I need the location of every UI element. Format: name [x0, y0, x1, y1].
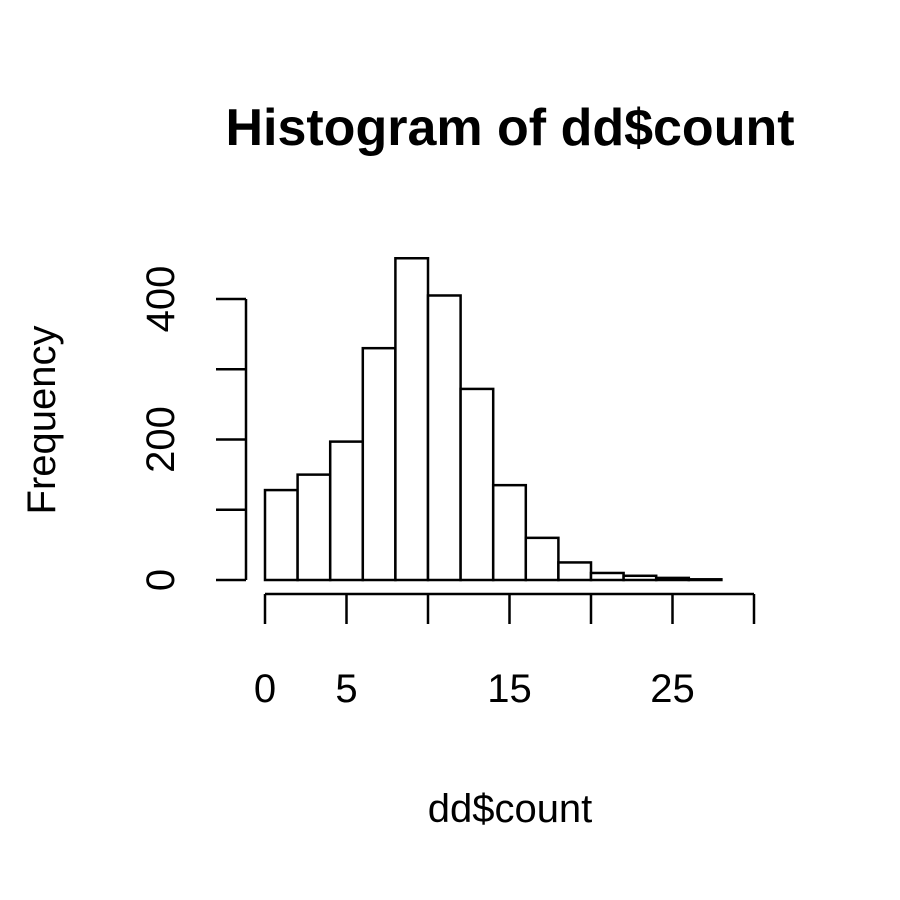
y-tick-label: 200 [139, 406, 183, 473]
histogram-bar [426, 294, 462, 582]
x-tick-label: 0 [254, 667, 276, 711]
y-axis: 0 200 400 [139, 266, 248, 591]
histogram-bar [687, 578, 723, 582]
histogram-bar [459, 387, 495, 582]
y-tick-label: 0 [139, 569, 183, 591]
x-axis-label: dd$count [428, 787, 593, 831]
y-axis-label: Frequency [20, 326, 64, 515]
histogram-bar [622, 574, 658, 582]
x-axis: 0 5 15 25 [254, 592, 756, 711]
x-tick-label: 5 [335, 667, 357, 711]
histogram-bar [394, 257, 430, 582]
x-tick-label: 25 [650, 667, 695, 711]
histogram-bar [328, 440, 365, 582]
histogram-bar [263, 488, 299, 582]
histogram-bar [491, 483, 528, 582]
histogram-bar [361, 346, 397, 582]
histogram-bar [589, 571, 625, 582]
x-tick-label: 15 [487, 667, 532, 711]
histogram-bar [524, 536, 560, 582]
chart-title: Histogram of dd$count [225, 99, 794, 157]
histogram-bar [654, 576, 691, 582]
histogram-bar [557, 561, 593, 582]
bars-group [263, 257, 723, 582]
y-tick-label: 400 [139, 266, 183, 333]
histogram-bar [296, 473, 332, 582]
